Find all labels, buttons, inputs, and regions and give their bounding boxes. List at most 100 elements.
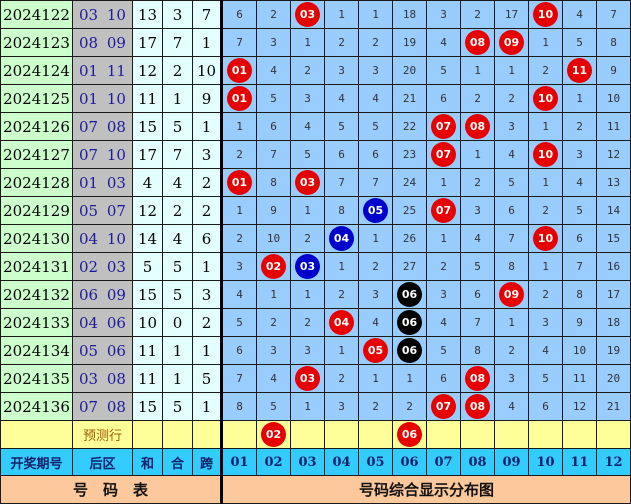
number-ball-red: 06 xyxy=(397,422,422,447)
grid-cell: 6 xyxy=(494,196,529,225)
grid-cell xyxy=(290,420,325,449)
grid-cell: 4 xyxy=(358,308,393,337)
empty-cell xyxy=(192,420,222,449)
grid-cell: 08 xyxy=(460,392,495,421)
table-row: 2024125 01 10 11 1 9 01 5 3 4 4 21 6 2 2 10 1 10 xyxy=(0,84,631,113)
grid-cell xyxy=(358,420,393,449)
back-numbers-cell: 01 11 xyxy=(72,56,133,85)
grid-cell: 3 xyxy=(426,0,461,29)
period-cell: 2024127 xyxy=(0,140,73,169)
grid-cell: 26 xyxy=(392,224,427,253)
grid-cell: 3 xyxy=(324,56,359,85)
he-cell: 4 xyxy=(162,168,193,197)
grid-cell: 04 xyxy=(324,308,359,337)
back-numbers-cell: 07 10 xyxy=(72,140,133,169)
grid-cell: 1 xyxy=(528,112,563,141)
period-cell: 2024124 xyxy=(0,56,73,85)
he-cell: 5 xyxy=(162,252,193,281)
grid-cell: 5 xyxy=(256,84,291,113)
grid-cell: 10 xyxy=(562,336,597,365)
grid-cell: 3 xyxy=(460,196,495,225)
grid-cell: 10 xyxy=(528,0,563,29)
grid-cell: 4 xyxy=(324,84,359,113)
empty-cell xyxy=(162,420,193,449)
grid-cell: 3 xyxy=(562,140,597,169)
grid-cell: 22 xyxy=(392,112,427,141)
grid-cell: 4 xyxy=(426,28,461,57)
grid-cell: 03 xyxy=(290,252,325,281)
grid-cell: 09 xyxy=(494,280,529,309)
grid-cell: 7 xyxy=(460,308,495,337)
table-row: 2024134 05 06 11 1 1 6 3 3 1 05 06 5 8 2 4 10 19 xyxy=(0,336,631,365)
grid-cell: 02 xyxy=(256,420,291,449)
header-number: 05 xyxy=(358,448,393,476)
number-ball-red: 09 xyxy=(499,282,524,307)
grid-cell: 12 xyxy=(596,140,631,169)
grid-cell: 1 xyxy=(460,140,495,169)
grid-cell: 2 xyxy=(324,28,359,57)
table-row: 2024128 01 03 4 4 2 01 8 03 7 7 24 1 2 5 1 4 13 xyxy=(0,168,631,197)
table-row: 2024127 07 10 17 7 3 2 7 5 6 6 23 07 1 4 10 3 12 xyxy=(0,140,631,169)
sum-cell: 4 xyxy=(132,168,163,197)
grid-cell: 5 xyxy=(562,28,597,57)
header-span: 跨 xyxy=(192,448,222,476)
header-period: 开奖期号 xyxy=(0,448,73,476)
grid-cell: 3 xyxy=(256,28,291,57)
grid-cell: 2 xyxy=(358,28,393,57)
grid-cell: 4 xyxy=(460,224,495,253)
number-ball-red: 07 xyxy=(431,114,456,139)
span-cell: 3 xyxy=(192,280,222,309)
grid-cell: 7 xyxy=(358,168,393,197)
grid-cell: 23 xyxy=(392,140,427,169)
grid-cell: 6 xyxy=(460,280,495,309)
span-cell: 1 xyxy=(192,336,222,365)
grid-cell xyxy=(324,420,359,449)
grid-cell: 6 xyxy=(324,140,359,169)
grid-cell: 1 xyxy=(290,280,325,309)
column-header-row: 开奖期号 后区和合跨 01 02 03 04 05 06 07 08 09 10 11 12 xyxy=(0,448,631,476)
grid-cell: 11 xyxy=(562,56,597,85)
number-ball-red: 01 xyxy=(227,58,252,83)
grid-cell: 5 xyxy=(290,140,325,169)
header-sum: 和 xyxy=(132,448,163,476)
grid-cell: 10 xyxy=(528,140,563,169)
grid-cell: 19 xyxy=(596,336,631,365)
period-cell: 2024134 xyxy=(0,336,73,365)
prediction-label: 预测行 xyxy=(72,420,133,449)
grid-cell xyxy=(460,420,495,449)
header-number: 01 xyxy=(220,448,257,476)
grid-cell: 3 xyxy=(290,336,325,365)
number-ball-red: 03 xyxy=(295,170,320,195)
grid-cell: 5 xyxy=(494,168,529,197)
sum-cell: 10 xyxy=(132,308,163,337)
grid-cell: 2 xyxy=(290,56,325,85)
grid-cell: 1 xyxy=(358,224,393,253)
number-ball-red: 01 xyxy=(227,86,252,111)
period-cell xyxy=(0,420,73,449)
grid-cell: 7 xyxy=(324,168,359,197)
grid-cell: 4 xyxy=(220,280,257,309)
grid-cell: 6 xyxy=(358,140,393,169)
span-cell: 7 xyxy=(192,0,222,29)
number-ball-red: 07 xyxy=(431,198,456,223)
grid-cell: 3 xyxy=(358,280,393,309)
grid-cell: 3 xyxy=(494,364,529,393)
grid-cell: 1 xyxy=(324,336,359,365)
sum-cell: 17 xyxy=(132,140,163,169)
grid-cell: 3 xyxy=(220,252,257,281)
grid-cell: 1 xyxy=(528,28,563,57)
period-cell: 2024133 xyxy=(0,308,73,337)
span-cell: 3 xyxy=(192,140,222,169)
sum-cell: 11 xyxy=(132,336,163,365)
grid-cell: 2 xyxy=(562,112,597,141)
grid-cell: 2 xyxy=(256,308,291,337)
grid-cell: 01 xyxy=(220,168,257,197)
number-ball-red: 11 xyxy=(567,58,592,83)
number-ball-red: 10 xyxy=(533,86,558,111)
grid-cell: 06 xyxy=(392,336,427,365)
grid-cell: 6 xyxy=(528,392,563,421)
back-numbers-cell: 08 09 xyxy=(72,28,133,57)
grid-cell: 7 xyxy=(256,140,291,169)
he-cell: 2 xyxy=(162,56,193,85)
grid-cell: 8 xyxy=(596,28,631,57)
